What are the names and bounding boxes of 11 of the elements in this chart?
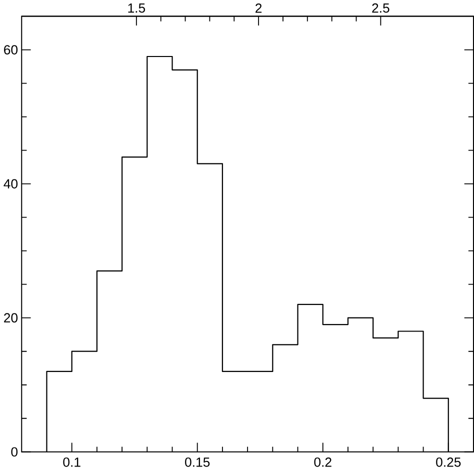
x-tick-label: 0.1 xyxy=(63,457,80,467)
x-tick-label: 0.25 xyxy=(436,457,461,467)
x-tick-label: 0.15 xyxy=(185,457,210,467)
y-tick-label: 0 xyxy=(11,447,18,456)
y-tick-label: 60 xyxy=(4,45,18,54)
x2-tick-label: 2.5 xyxy=(372,3,390,13)
y-tick-label: 40 xyxy=(4,179,18,188)
x-tick-label: 0.2 xyxy=(314,457,332,467)
y-tick-label: 20 xyxy=(4,313,18,322)
x2-tick-label: 2 xyxy=(256,3,262,13)
x2-tick-label: 1.5 xyxy=(128,3,146,13)
